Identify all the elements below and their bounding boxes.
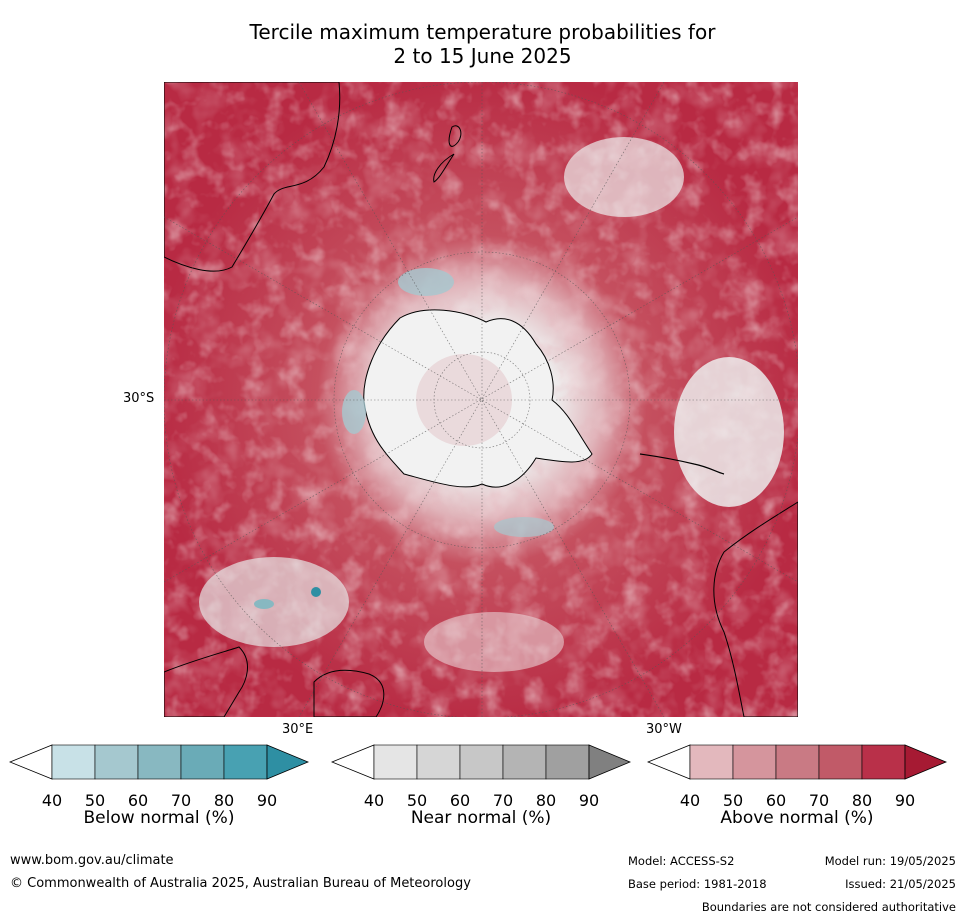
below-normal-patch-4 — [311, 587, 321, 597]
title-line-2: 2 to 15 June 2025 — [393, 44, 572, 68]
latitude-label: 30°S — [123, 391, 155, 406]
tick-40: 40 — [41, 791, 63, 810]
colorbar-arrow-low — [9, 744, 53, 780]
tick-90: 90 — [894, 791, 916, 810]
below-normal-patch-3 — [494, 517, 554, 537]
tick-40: 40 — [363, 791, 385, 810]
tick-70: 70 — [170, 791, 192, 810]
colorbar-bin-3 — [775, 744, 820, 780]
colorbar-bin-1 — [51, 744, 96, 780]
tick-90: 90 — [578, 791, 600, 810]
tick-50: 50 — [406, 791, 428, 810]
tick-50: 50 — [722, 791, 744, 810]
colorbar-arrow-high — [904, 744, 947, 780]
colorbar-label: Above normal (%) — [720, 808, 874, 828]
tick-70: 70 — [492, 791, 514, 810]
colorbar-bin-4 — [180, 744, 225, 780]
tick-80: 80 — [213, 791, 235, 810]
tick-70: 70 — [808, 791, 830, 810]
colorbar-bin-5 — [223, 744, 268, 780]
colorbar-arrow-low — [647, 744, 691, 780]
colorbar-bin-2 — [94, 744, 139, 780]
below-normal-patch-2 — [342, 390, 366, 434]
boundaries-disclaimer: Boundaries are not considered authoritat… — [701, 900, 956, 914]
below-normal-patch-1 — [398, 268, 454, 296]
south-america — [713, 501, 798, 717]
map-title: Tercile maximum temperature probabilitie… — [0, 20, 965, 68]
colorbar-bin-2 — [732, 744, 777, 780]
tick-80: 80 — [851, 791, 873, 810]
below-normal-patch-5 — [254, 599, 274, 609]
colorbar-below-normal: 40 50 60 70 80 90 Below normal (%) — [9, 744, 309, 828]
colorbar-arrow-high — [588, 744, 631, 780]
colorbar-arrow-low — [331, 744, 375, 780]
tick-50: 50 — [84, 791, 106, 810]
website-link[interactable]: www.bom.gov.au/climate — [10, 853, 174, 868]
colorbar-bin-5 — [545, 744, 590, 780]
colorbar-bin-2 — [416, 744, 461, 780]
madagascar — [313, 669, 385, 717]
colorbar-above-normal: 40 50 60 70 80 90 Above normal (%) — [647, 744, 947, 828]
tick-60: 60 — [449, 791, 471, 810]
colorbar-arrow-high — [266, 744, 309, 780]
africa — [164, 646, 248, 717]
colorbar-bin-3 — [137, 744, 182, 780]
colorbar-bin-3 — [459, 744, 504, 780]
tick-80: 80 — [535, 791, 557, 810]
colorbar-label: Below normal (%) — [83, 808, 235, 828]
issued-date: Issued: 21/05/2025 — [845, 877, 956, 891]
colorbar-bin-1 — [689, 744, 734, 780]
tick-60: 60 — [127, 791, 149, 810]
colorbar-swatches — [647, 744, 947, 780]
base-period: Base period: 1981-2018 — [628, 877, 767, 891]
model-name: Model: ACCESS-S2 — [628, 854, 735, 868]
colorbar-bin-1 — [373, 744, 418, 780]
colorbar-swatches — [331, 744, 631, 780]
colorbar-near-normal: 40 50 60 70 80 90 Near normal (%) — [331, 744, 631, 828]
colorbar-bin-5 — [861, 744, 906, 780]
antarctic-peninsula — [639, 453, 725, 475]
tick-90: 90 — [256, 791, 278, 810]
colorbar-bin-4 — [502, 744, 547, 780]
longitude-label-west: 30°W — [646, 722, 682, 737]
title-line-1: Tercile maximum temperature probabilitie… — [249, 20, 716, 44]
australia-landmass — [164, 82, 341, 272]
colorbar-swatches — [9, 744, 309, 780]
tick-60: 60 — [765, 791, 787, 810]
model-run-date: Model run: 19/05/2025 — [824, 854, 956, 868]
colorbar-label: Near normal (%) — [410, 808, 552, 828]
probability-map — [164, 82, 798, 717]
new-zealand — [433, 125, 462, 183]
colorbar-bin-4 — [818, 744, 863, 780]
copyright-notice: © Commonwealth of Australia 2025, Austra… — [10, 876, 471, 891]
longitude-label-east: 30°E — [282, 722, 314, 737]
graticule — [164, 82, 798, 717]
tick-40: 40 — [679, 791, 701, 810]
